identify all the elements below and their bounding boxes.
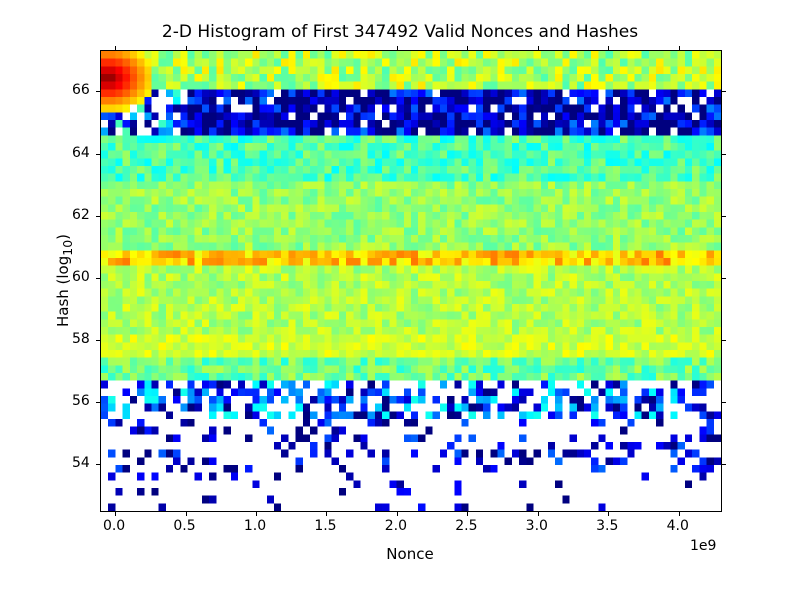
y-tick-label: 66: [72, 82, 90, 98]
ylabel-sub: 10: [60, 239, 75, 255]
y-tick-label: 58: [72, 331, 90, 347]
x-tick-label: 2.0: [385, 518, 407, 534]
y-tick-label: 62: [72, 207, 90, 223]
x-tick-label: 2.5: [455, 518, 477, 534]
chart-title: 2-D Histogram of First 347492 Valid Nonc…: [0, 22, 800, 42]
x-tick-label: 0.0: [103, 518, 125, 534]
x-tick-label: 1.0: [244, 518, 266, 534]
ylabel-log: log: [54, 255, 72, 278]
x-tick-label: 1.5: [314, 518, 336, 534]
x-axis-label: Nonce: [100, 545, 720, 563]
x-tick-label: 3.0: [526, 518, 548, 534]
x-tick-label: 0.5: [173, 518, 195, 534]
heatmap-canvas: [101, 51, 721, 511]
plot-area: [100, 50, 722, 512]
x-tick-label: 3.5: [596, 518, 618, 534]
y-tick-label: 54: [72, 455, 90, 471]
figure: 2-D Histogram of First 347492 Valid Nonc…: [0, 0, 800, 600]
x-tick-label: 4.0: [667, 518, 689, 534]
y-tick-label: 64: [72, 145, 90, 161]
y-axis-label: Hash (log10): [18, 50, 111, 510]
ylabel-suffix: ): [54, 233, 72, 239]
y-tick-label: 56: [72, 393, 90, 409]
ylabel-prefix: Hash (: [54, 278, 72, 326]
y-tick-label: 60: [72, 269, 90, 285]
x-offset-text: 1e9: [690, 538, 716, 554]
